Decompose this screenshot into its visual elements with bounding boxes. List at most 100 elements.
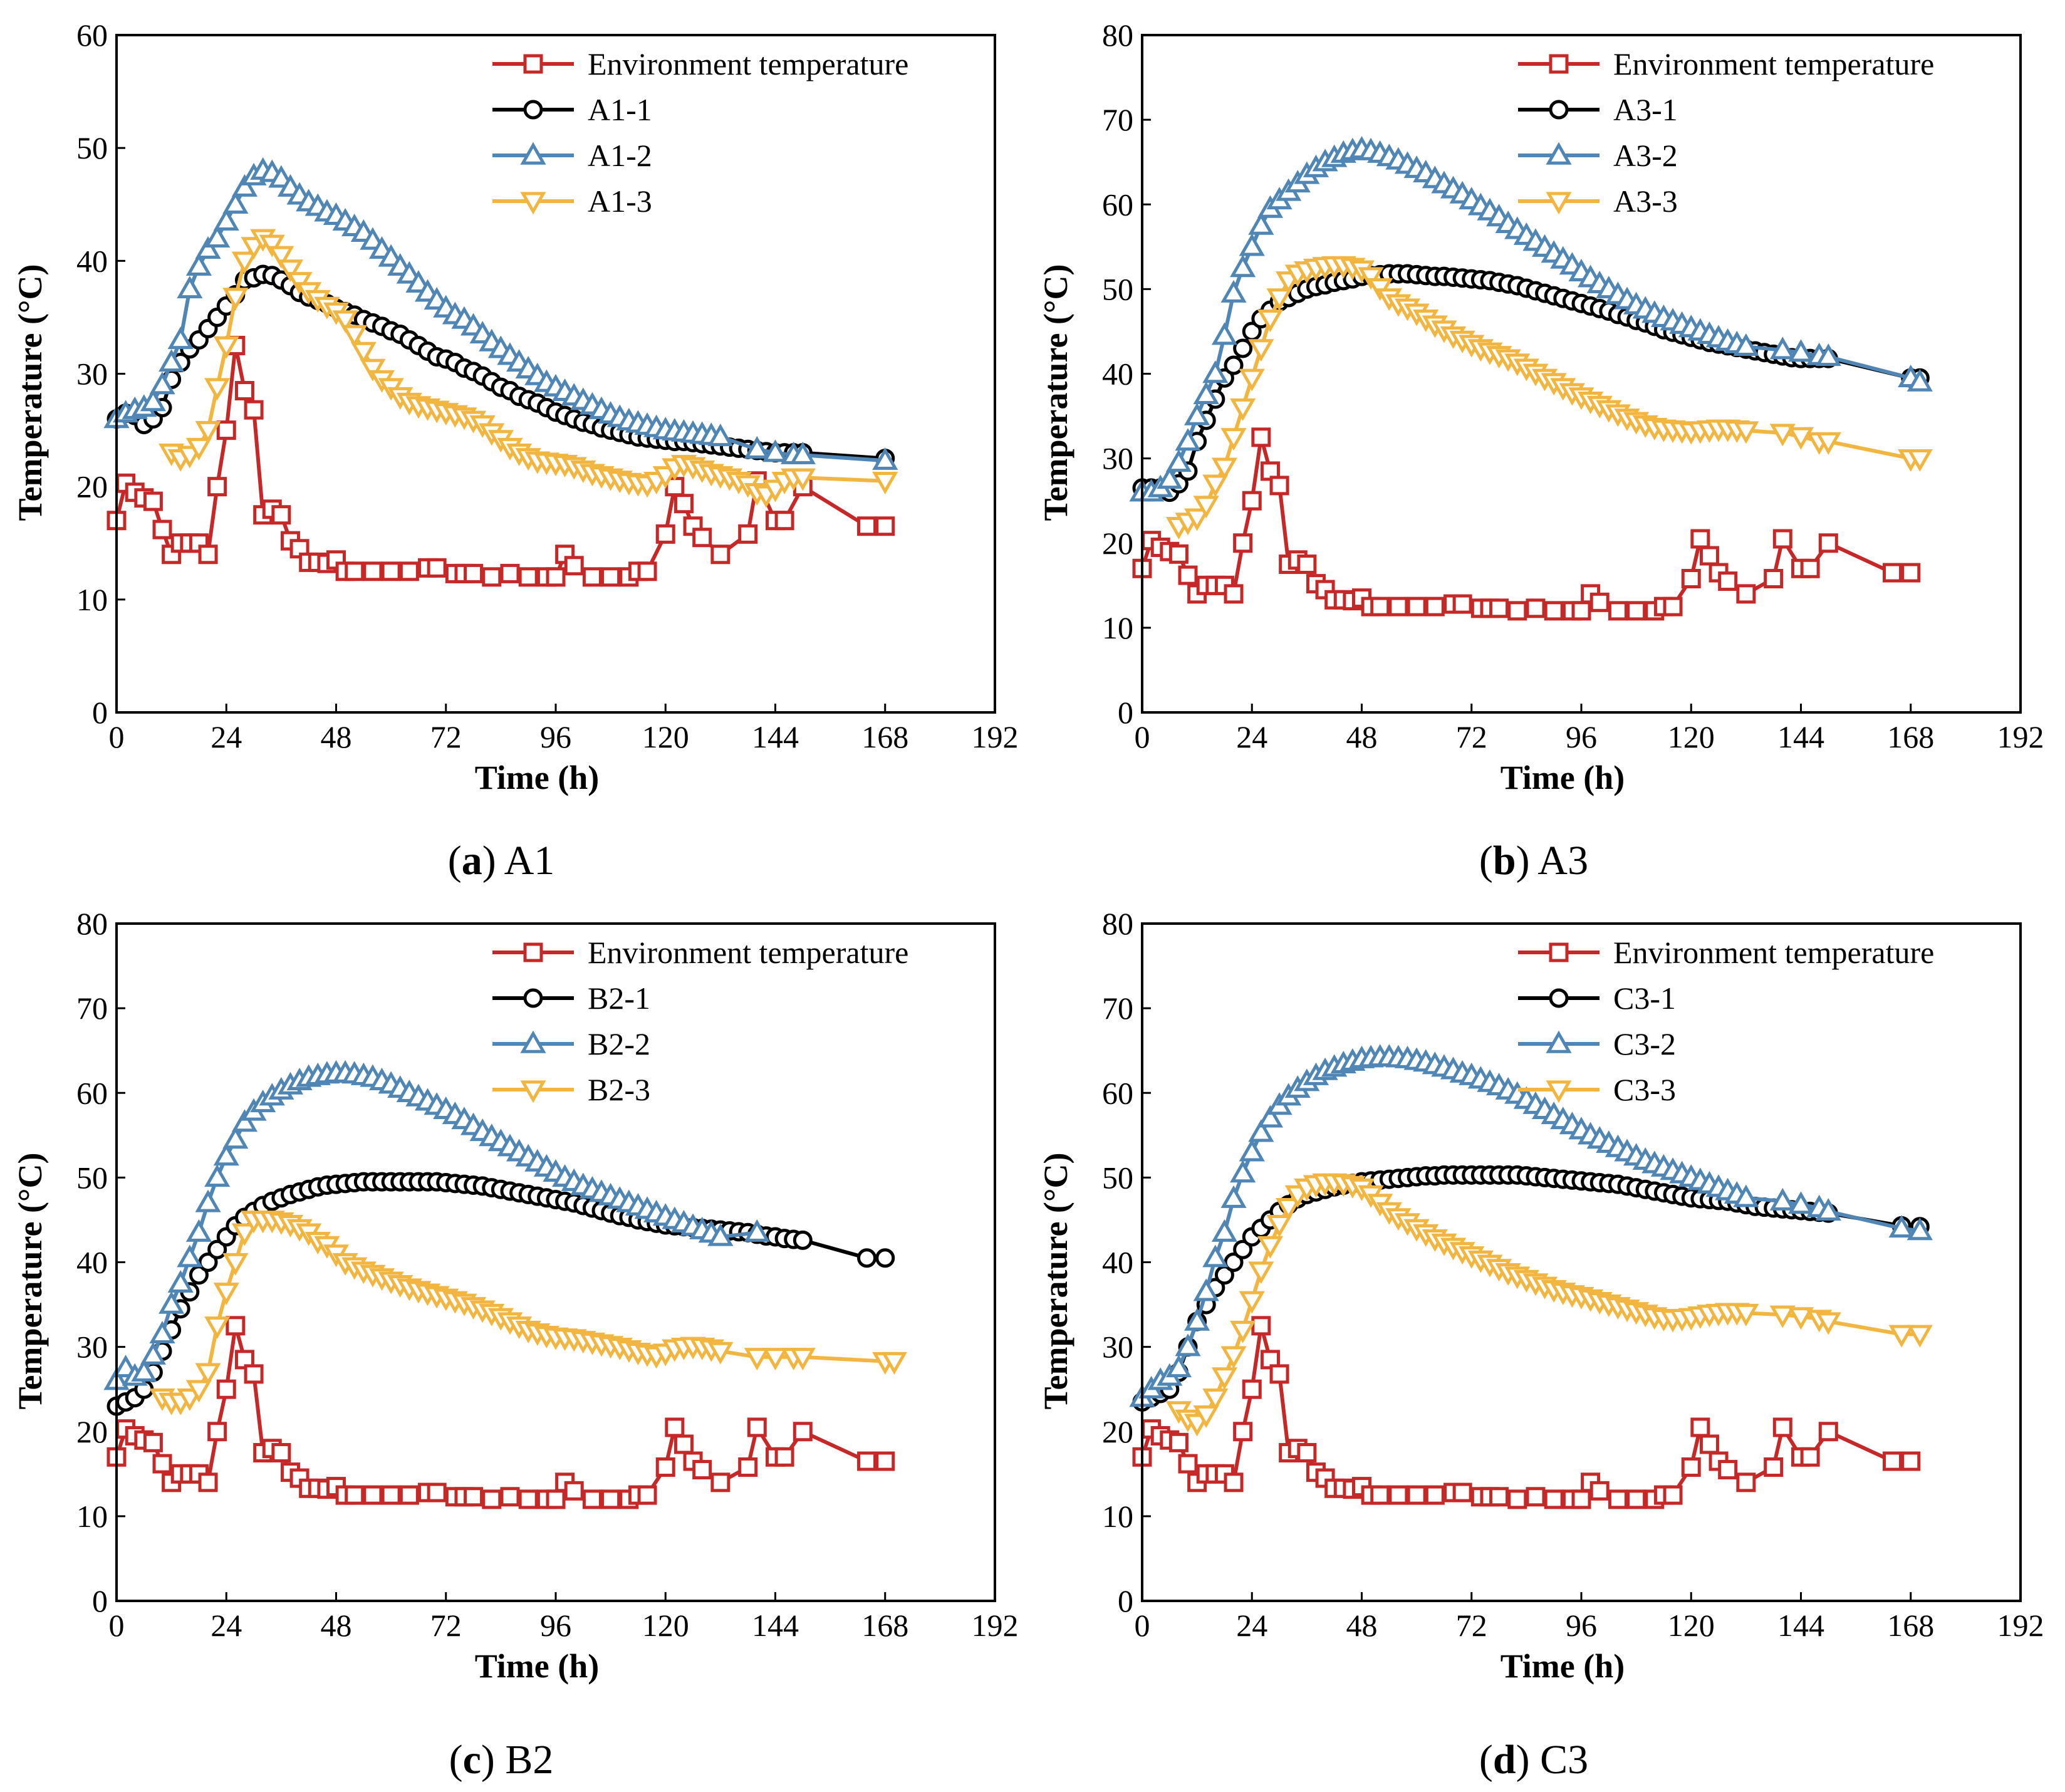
- x-tick-label: 120: [642, 719, 689, 754]
- data-point: [427, 558, 447, 578]
- data-point: [738, 1457, 758, 1477]
- data-point: [1718, 1460, 1738, 1480]
- data-point: [1699, 546, 1719, 566]
- data-point: [152, 519, 172, 539]
- data-point: [222, 1126, 249, 1149]
- data-point: [1888, 1215, 1915, 1238]
- x-tick-label: 48: [1346, 1608, 1378, 1643]
- data-point: [518, 567, 538, 587]
- data-point: [207, 1422, 227, 1442]
- data-point: [1815, 1198, 1841, 1221]
- series-a1-2: [103, 157, 898, 470]
- data-point: [350, 341, 377, 365]
- data-point: [1184, 402, 1210, 425]
- data-point: [1769, 424, 1796, 447]
- y-tick-label: 60: [1102, 187, 1133, 222]
- x-tick-label: 192: [972, 719, 1019, 754]
- data-point: [1589, 592, 1610, 612]
- caption-text: ) B2: [481, 1737, 554, 1783]
- data-point: [482, 1489, 502, 1509]
- y-tick-label: 10: [1102, 610, 1133, 645]
- x-tick-label: 0: [1135, 719, 1150, 754]
- data-point: [1489, 598, 1509, 618]
- data-point: [1507, 601, 1527, 621]
- y-tick-label: 70: [76, 991, 108, 1026]
- data-point: [1626, 601, 1646, 621]
- data-point: [674, 494, 694, 514]
- data-point: [204, 378, 231, 401]
- data-point: [1733, 333, 1759, 356]
- data-point: [762, 439, 789, 462]
- data-point: [1202, 360, 1229, 383]
- y-tick-label: 0: [92, 695, 108, 730]
- y-tick-label: 20: [76, 469, 108, 504]
- data-point: [185, 253, 212, 276]
- data-point: [1452, 594, 1472, 614]
- data-point: [762, 1348, 789, 1371]
- chart-panel-b: 0 24 48 72 96 120 144 168 192 0 10 20 30 40 50 60 70 80 En…: [1037, 18, 2044, 883]
- y-tick-label: 80: [1102, 18, 1133, 53]
- data-point: [1772, 1417, 1792, 1437]
- data-point: [1220, 1346, 1247, 1369]
- data-point: [1230, 254, 1256, 278]
- data-point: [564, 1481, 584, 1501]
- data-point: [399, 1485, 419, 1505]
- data-point: [1248, 212, 1274, 235]
- data-point: [143, 491, 163, 511]
- data-point: [710, 544, 731, 565]
- data-point: [1193, 1278, 1219, 1301]
- data-point: [152, 1454, 172, 1474]
- data-point: [1230, 398, 1256, 421]
- data-point: [1736, 1472, 1756, 1492]
- y-tick-label: 10: [76, 1499, 108, 1534]
- data-point: [674, 1434, 694, 1454]
- data-point: [774, 1447, 794, 1467]
- data-point: [1544, 601, 1564, 621]
- x-tick-label: 72: [1456, 719, 1487, 754]
- series-line: [1140, 1323, 1911, 1501]
- caption-text: ) A1: [482, 838, 555, 883]
- legend-marker: [1546, 1030, 1572, 1053]
- y-tick-label: 70: [1102, 102, 1133, 137]
- x-tick-label: 96: [1566, 1608, 1597, 1643]
- data-point: [1901, 563, 1921, 583]
- data-point: [1815, 432, 1841, 455]
- data-point: [1772, 529, 1792, 549]
- y-tick-label: 50: [76, 1160, 108, 1195]
- data-point: [207, 1239, 227, 1259]
- data-point: [159, 349, 185, 372]
- data-point: [363, 561, 383, 581]
- data-point: [1787, 339, 1814, 362]
- plot-frame: [115, 922, 996, 1602]
- x-tick-label: 24: [211, 719, 242, 754]
- data-point: [244, 400, 264, 420]
- y-axis-label: Temperature (°C): [11, 264, 49, 521]
- data-point: [1193, 381, 1219, 404]
- y-tick-label: 50: [76, 130, 108, 165]
- data-point: [360, 358, 386, 382]
- data-point: [1388, 596, 1408, 617]
- data-point: [195, 1363, 221, 1386]
- series-environment-temperature: [1132, 1316, 1921, 1509]
- y-tick-label: 0: [1118, 1583, 1133, 1618]
- data-point: [222, 190, 249, 214]
- chart-panel-a: 0 24 48 72 96 120 144 168 192 0 10 20 30 40 50 60 Enviro…: [11, 18, 1019, 883]
- caption-open: (: [449, 1737, 463, 1783]
- data-point: [1370, 596, 1390, 617]
- data-point: [213, 1143, 239, 1166]
- x-axis-label: Time (h): [1501, 759, 1625, 796]
- data-point: [1248, 339, 1274, 362]
- plot-frame: [1141, 922, 2022, 1602]
- data-point: [143, 1432, 163, 1452]
- data-point: [1230, 1320, 1256, 1343]
- data-point: [177, 1244, 203, 1268]
- data-point: [1251, 427, 1271, 447]
- data-point: [277, 259, 304, 283]
- data-point: [226, 1316, 246, 1336]
- y-tick-label: 20: [76, 1414, 108, 1449]
- data-point: [789, 1348, 816, 1371]
- data-point: [1251, 1316, 1271, 1336]
- y-tick-label: 30: [1102, 441, 1133, 476]
- x-tick-label: 168: [1887, 719, 1934, 754]
- data-point: [131, 1358, 157, 1382]
